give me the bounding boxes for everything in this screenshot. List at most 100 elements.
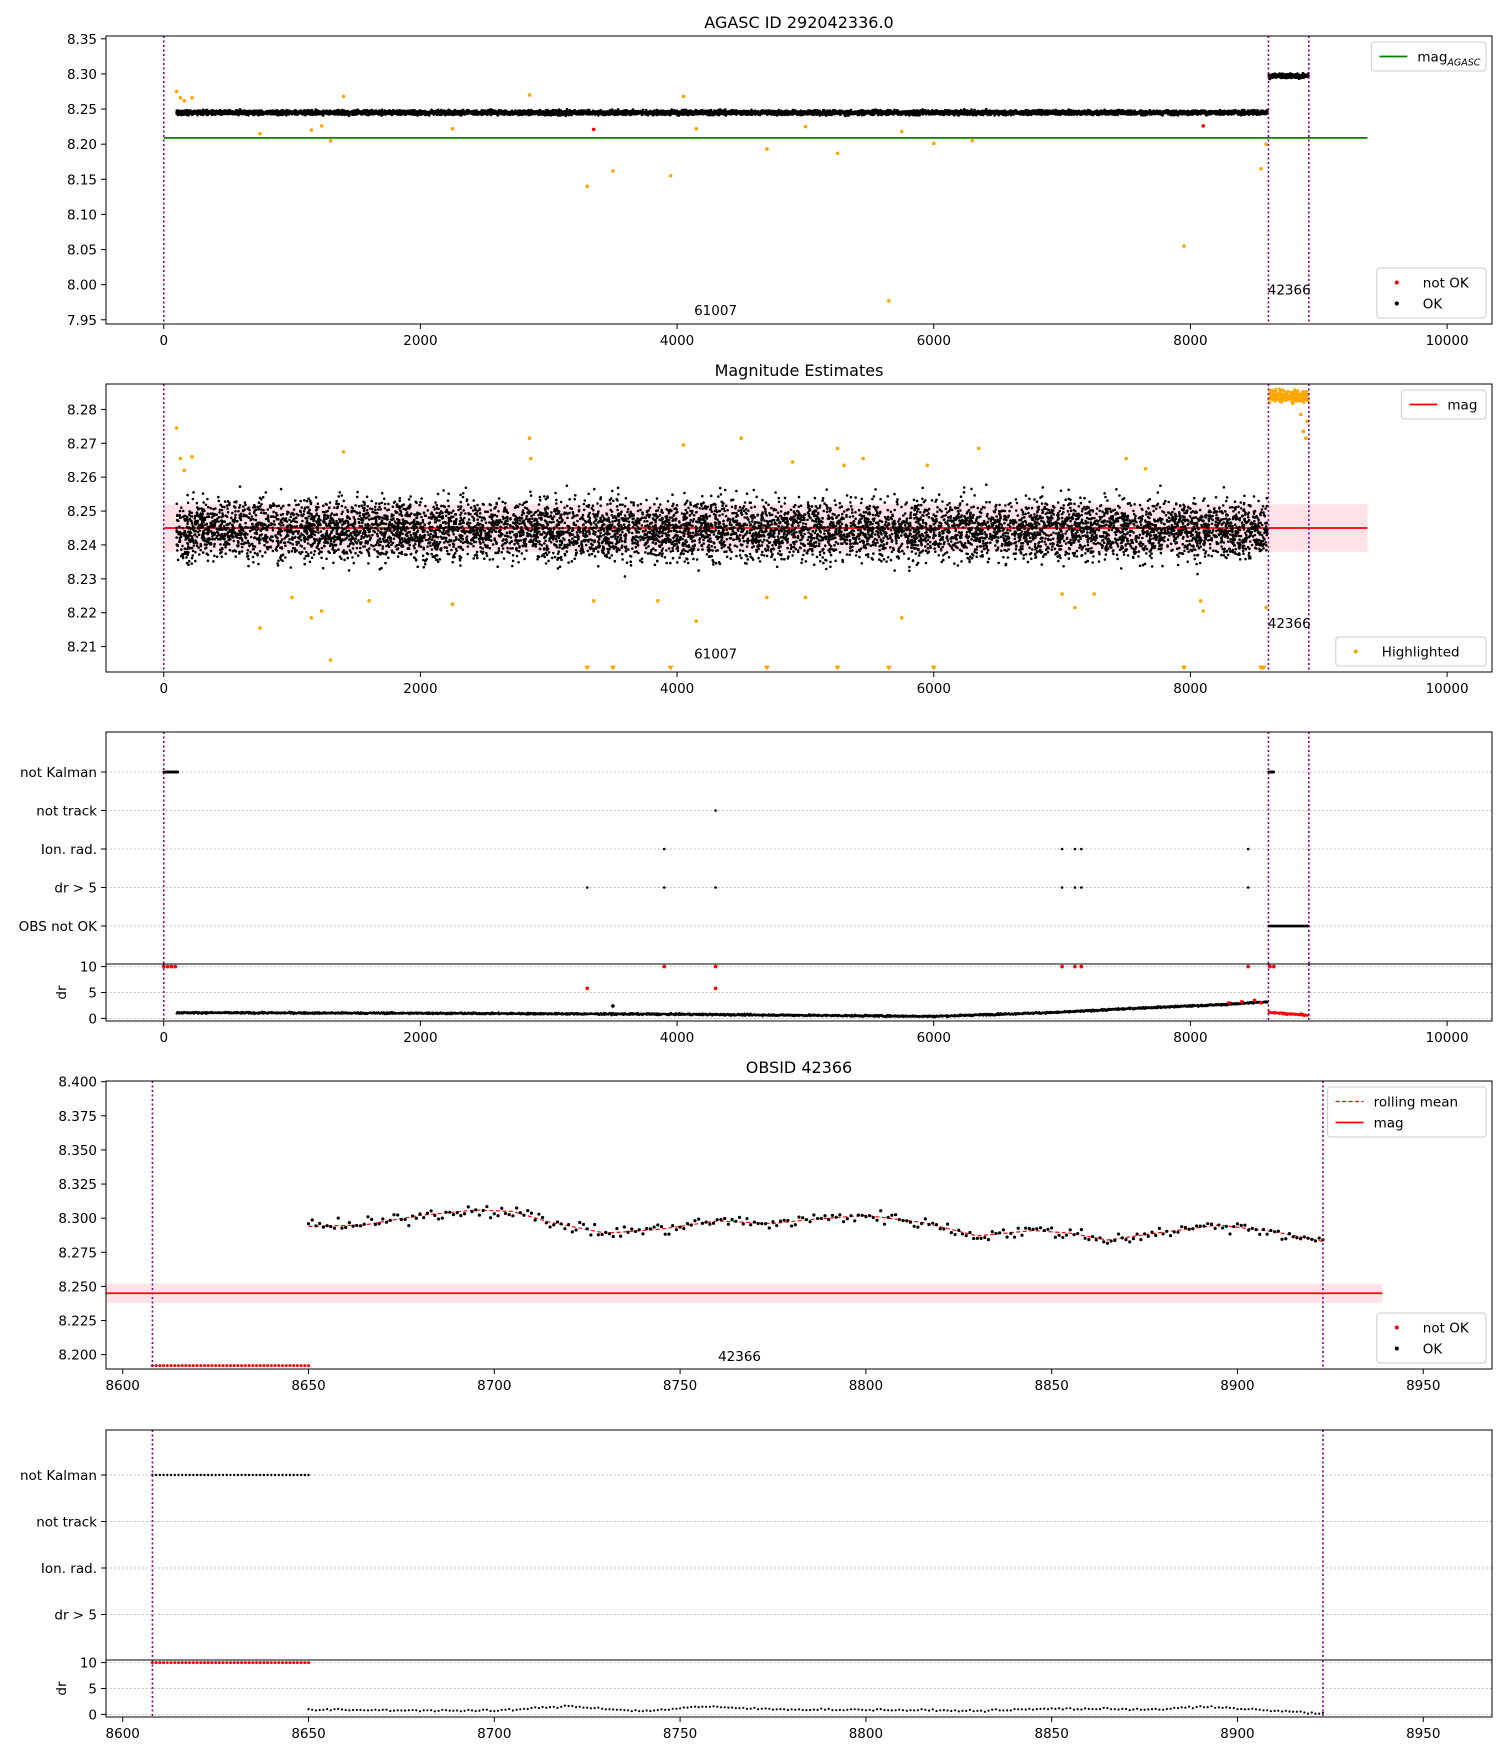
data-point	[1180, 1225, 1184, 1229]
data-point	[367, 599, 371, 603]
y-tick-label: 8.22	[67, 606, 97, 622]
data-point	[384, 1220, 389, 1224]
data-point	[1131, 1237, 1136, 1241]
x-tick-label: 8000	[1173, 681, 1207, 697]
data-point	[886, 1215, 890, 1220]
flag-point	[296, 1473, 299, 1477]
series-rolling_mean-mag_line	[308, 1209, 1324, 1242]
x-tick-label: 8900	[1220, 1726, 1254, 1742]
flag-category-label: not Kalman	[20, 765, 97, 781]
data-point	[240, 1364, 244, 1368]
data-point	[1306, 1236, 1310, 1240]
data-point	[176, 1364, 180, 1368]
data-point	[217, 1364, 221, 1368]
data-point	[1064, 1233, 1069, 1237]
data-point	[1265, 1232, 1269, 1236]
flag-point	[1060, 847, 1064, 851]
obsid-label: 42366	[718, 1349, 761, 1365]
data-point	[1105, 1241, 1110, 1245]
data-point	[585, 1227, 589, 1231]
data-point	[455, 1211, 459, 1215]
x-tick-label: 8700	[477, 1378, 511, 1394]
y-tick-label: 10	[80, 960, 97, 976]
flag-point	[285, 1473, 288, 1477]
data-point	[611, 1234, 615, 1239]
x-tick-label: 8000	[1173, 1030, 1207, 1046]
data-point	[210, 1364, 214, 1368]
data-point	[1165, 1229, 1169, 1233]
data-point	[790, 460, 795, 464]
data-point	[410, 1214, 415, 1218]
y-tick-label: 7.95	[67, 313, 97, 329]
data-point	[786, 1218, 790, 1223]
data-point	[182, 468, 187, 473]
x-tick-label: 4000	[660, 333, 694, 349]
data-point	[284, 1364, 288, 1368]
data-point	[842, 463, 846, 468]
data-point	[518, 1211, 522, 1215]
data-point	[1201, 124, 1206, 128]
data-point	[1272, 964, 1276, 969]
y-tick-label: 8.10	[67, 207, 97, 223]
data-point	[225, 1364, 229, 1368]
data-point	[622, 1225, 626, 1229]
flag-point	[251, 1473, 254, 1477]
data-point	[912, 1224, 916, 1228]
y-tick-label: 8.30	[67, 67, 97, 83]
data-point	[739, 436, 744, 441]
flag-point	[221, 1473, 225, 1477]
data-point	[641, 1232, 645, 1236]
data-point	[191, 1661, 195, 1665]
flag-point	[262, 1473, 266, 1477]
x-tick-label: 8800	[849, 1726, 883, 1742]
data-point	[182, 98, 187, 103]
data-point	[713, 964, 718, 969]
data-point	[856, 1213, 861, 1217]
data-point	[1060, 592, 1064, 596]
data-point	[1042, 1228, 1046, 1233]
data-point	[266, 1364, 270, 1368]
x-tick-label: 8750	[663, 1378, 697, 1394]
legend: not OK OK	[1376, 267, 1487, 319]
data-point	[429, 1209, 433, 1213]
data-point	[681, 443, 686, 447]
data-point	[366, 1215, 370, 1219]
legend-label: not OK	[1423, 276, 1470, 292]
data-point	[462, 1212, 467, 1216]
data-point	[481, 1208, 485, 1213]
data-point	[321, 1225, 325, 1229]
data-point	[875, 1218, 879, 1222]
data-point	[789, 1224, 794, 1228]
data-point	[1073, 964, 1077, 969]
data-point	[663, 1232, 667, 1236]
data-point	[522, 1213, 526, 1217]
data-point	[1317, 1236, 1321, 1240]
data-point	[1291, 1235, 1295, 1239]
axes-frame	[105, 35, 1493, 325]
flag-point	[307, 1473, 310, 1477]
legend-marker	[1394, 280, 1399, 285]
data-point	[474, 1208, 478, 1212]
data-point	[195, 1364, 199, 1368]
data-point	[1161, 1232, 1165, 1236]
data-point	[165, 1364, 169, 1368]
y-tick-label: 8.24	[67, 538, 97, 554]
data-point	[1168, 1233, 1173, 1238]
data-point	[309, 128, 314, 132]
flag-point	[292, 1473, 295, 1477]
flag-point	[177, 1473, 180, 1477]
data-point	[1094, 1238, 1098, 1242]
data-point	[957, 1228, 961, 1232]
data-point	[681, 94, 686, 99]
data-point	[682, 1227, 686, 1231]
y-tick-label: 8.21	[67, 640, 97, 656]
data-point	[303, 1661, 307, 1665]
data-point	[1005, 1235, 1009, 1239]
data-point	[923, 1217, 927, 1221]
series-markers_down-highlighted	[584, 665, 1267, 671]
data-point	[899, 615, 904, 620]
data-point	[328, 138, 333, 143]
legend: Highlighted	[1335, 636, 1487, 667]
data-point	[1202, 1224, 1206, 1228]
data-point	[741, 1222, 745, 1226]
